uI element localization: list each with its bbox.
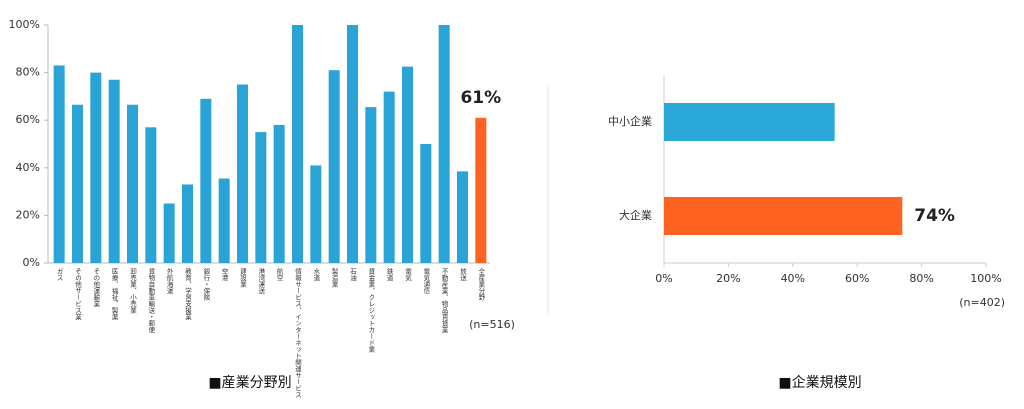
bar	[72, 104, 83, 263]
x-tick-label: 電気通信	[422, 268, 430, 296]
x-tick-label: 貨物自動車輸送・郵便	[147, 267, 155, 335]
x-tick-label: 医療、福祉、製薬	[110, 268, 118, 322]
y-tick-label: 大企業	[619, 208, 652, 222]
x-tick-label: 0%	[655, 272, 672, 285]
bar	[310, 165, 322, 263]
bar	[182, 184, 193, 263]
x-tick-label: 石油	[349, 268, 357, 283]
x-tick-label: 全産業分野	[477, 267, 485, 301]
bar	[108, 79, 120, 264]
x-tick-label: 100%	[970, 272, 1001, 285]
x-tick-label: 銀行・保険	[202, 267, 210, 302]
bar	[90, 72, 102, 263]
x-tick-label: その他運輸業	[92, 268, 100, 309]
bar	[200, 98, 212, 263]
x-tick-label: 20%	[716, 272, 740, 285]
bar	[255, 132, 267, 263]
x-tick-label: 60%	[845, 272, 869, 285]
bar	[664, 197, 903, 235]
x-tick-label: 放送	[459, 267, 467, 283]
x-tick-label: 40%	[781, 272, 805, 285]
y-tick-label: 中小企業	[608, 114, 652, 128]
value-label: 61%	[460, 88, 501, 108]
x-tick-label: 電気	[404, 268, 412, 283]
caption: ■企業規模別	[778, 374, 861, 391]
caption: ■産業分野別	[208, 375, 291, 391]
y-tick-label: 0%	[23, 256, 40, 269]
x-tick-label: 貸金業、クレジットカード業	[367, 267, 375, 354]
bar	[664, 103, 835, 141]
bar	[145, 127, 157, 263]
bar	[53, 65, 65, 264]
bar	[383, 91, 395, 263]
x-tick-label: その他サービス業	[74, 268, 82, 322]
x-tick-label: 航空	[275, 267, 283, 282]
note: (n=402)	[959, 296, 1005, 309]
x-tick-label: 鉄道	[385, 267, 393, 283]
bar	[347, 25, 358, 263]
bar	[420, 144, 432, 263]
x-tick-label: 情報サービス、インターネット関連サービス	[294, 267, 302, 399]
bar	[402, 66, 413, 264]
bar	[475, 117, 487, 263]
x-tick-label: ガス	[55, 268, 63, 282]
y-tick-label: 60%	[16, 113, 40, 126]
bar	[218, 178, 230, 263]
y-tick-label: 100%	[9, 18, 40, 31]
bar	[438, 25, 450, 263]
bar	[127, 104, 138, 263]
y-tick-label: 20%	[16, 208, 40, 221]
bar	[273, 124, 285, 264]
bar	[365, 107, 377, 263]
x-tick-label: 教育、学習支援業	[184, 267, 192, 322]
y-tick-label: 40%	[16, 161, 40, 174]
x-tick-label: 外航海運	[165, 267, 173, 296]
note: (n=516)	[469, 318, 515, 331]
bar	[292, 25, 303, 263]
bar	[328, 70, 340, 263]
x-tick-label: 港湾運送	[257, 267, 265, 296]
value-label: 74%	[914, 206, 955, 226]
x-tick-label: 80%	[909, 272, 933, 285]
x-tick-label: 製造業	[330, 267, 338, 289]
x-tick-label: 不動産業、物品賃貸業	[440, 268, 448, 335]
bar	[457, 171, 468, 263]
x-tick-label: 卸売業、小売業	[129, 267, 137, 315]
x-tick-label: 建設業	[239, 267, 247, 289]
x-tick-label: 空港	[220, 267, 228, 283]
y-tick-label: 80%	[16, 66, 40, 79]
bar	[163, 203, 175, 263]
bar	[237, 84, 248, 263]
x-tick-label: 水道	[312, 267, 320, 283]
